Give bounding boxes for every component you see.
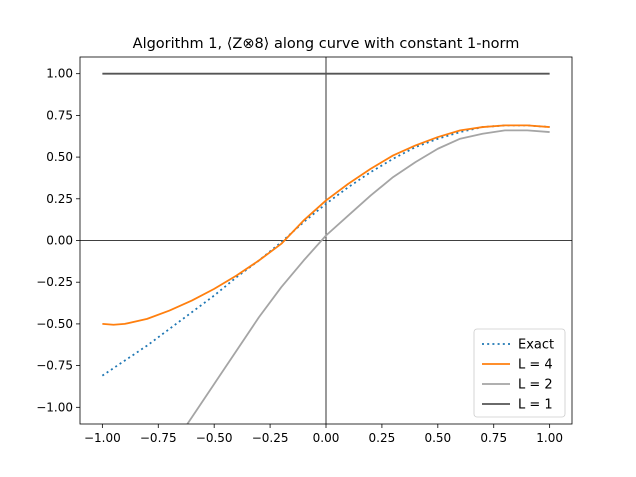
- y-tick-label: 0.25: [46, 192, 73, 206]
- y-tick-label: −0.25: [36, 275, 73, 289]
- legend-label: L = 1: [518, 398, 553, 413]
- x-tick-label: 0.25: [369, 431, 396, 445]
- chart-title: Algorithm 1, ⟨Z⊗8⟩ along curve with cons…: [133, 36, 520, 52]
- series-group: [101, 72, 550, 424]
- x-tick-label: 0.50: [424, 431, 451, 445]
- legend-label: Exact: [518, 338, 554, 353]
- axis-ticks: −1.00 −0.75 −0.50 −0.25 0.00 0.25 0.50 0.75 1.00…: [36, 67, 563, 445]
- x-tick-label: 0.00: [313, 431, 340, 445]
- legend-label: L = 2: [518, 378, 553, 393]
- legend-label: L = 4: [518, 358, 553, 373]
- series-line-0: [101, 124, 550, 377]
- x-tick-label: −0.75: [140, 431, 177, 445]
- y-tick-label: 1.00: [46, 67, 73, 81]
- legend-box: [473, 328, 566, 418]
- x-tick-label: 1.00: [536, 431, 563, 445]
- x-tick-label: −1.00: [84, 431, 121, 445]
- y-tick-label: −1.00: [36, 400, 73, 414]
- x-tick-label: −0.50: [196, 431, 233, 445]
- series-line-2: [186, 129, 550, 424]
- y-tick-label: 0.50: [46, 150, 73, 164]
- series-line-1: [102, 124, 550, 326]
- y-tick-label: 0.75: [46, 108, 73, 122]
- y-tick-label: 0.00: [46, 234, 73, 248]
- x-tick-label: −0.25: [252, 431, 289, 445]
- legend: Exact L = 4 L = 2 L = 1: [473, 328, 566, 418]
- y-tick-label: −0.50: [36, 317, 73, 331]
- y-tick-label: −0.75: [36, 359, 73, 373]
- x-tick-label: 0.75: [480, 431, 507, 445]
